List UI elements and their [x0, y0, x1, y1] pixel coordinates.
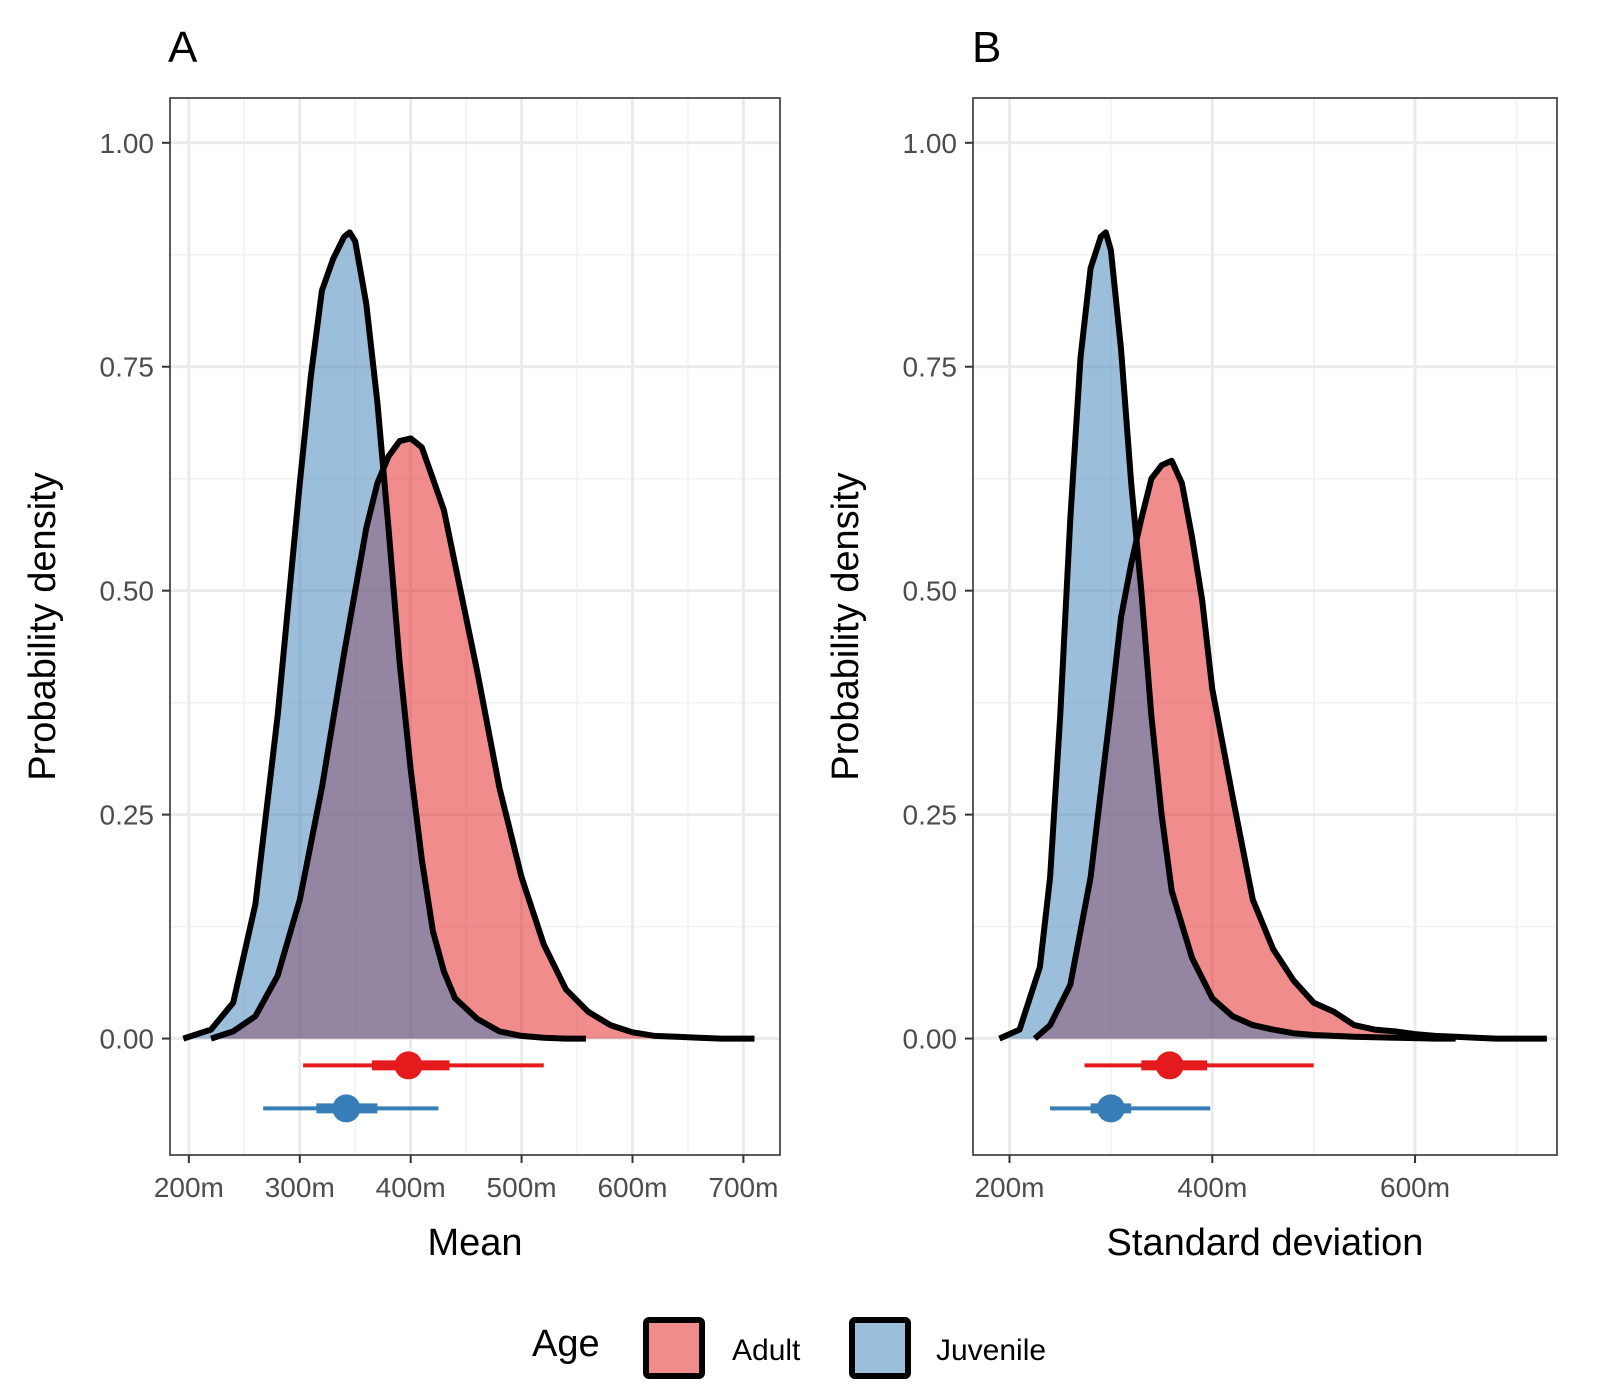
density-fill-juvenile: [999, 232, 1456, 1039]
y-tick-label: 0.75: [903, 352, 958, 383]
interval-point-juvenile: [1096, 1094, 1125, 1123]
x-axis-title: Standard deviation: [1107, 1222, 1424, 1264]
x-tick-label: 200m: [974, 1172, 1044, 1203]
x-tick-label: 300m: [265, 1172, 335, 1203]
y-tick-label: 0.25: [100, 800, 155, 831]
x-tick-label: 400m: [1177, 1172, 1247, 1203]
interval-point-adult: [1155, 1051, 1184, 1080]
panel-tag: A: [168, 23, 198, 72]
density-outline-juvenile: [998, 229, 1456, 1042]
panel-b: 200m 400m 600m 0.00 0.25 0.50 0.75 1.00 Standard…: [825, 23, 1558, 1264]
plot-area: [182, 229, 755, 1042]
x-tick-label: 400m: [376, 1172, 446, 1203]
y-tick-label: 0.00: [903, 1024, 958, 1055]
y-tick-label: 0.75: [100, 352, 155, 383]
y-tick-label: 0.50: [903, 576, 958, 607]
panel-a: 200m 300m 400m 500m 600m 700m 0.00 0.25 0.50 0.75…: [22, 23, 781, 1264]
x-tick-label: 200m: [154, 1172, 224, 1203]
x-tick-label: 700m: [708, 1172, 778, 1203]
density-outline-juvenile: [182, 229, 586, 1042]
density-outline-adult: [210, 435, 755, 1042]
interval-point-adult: [394, 1051, 423, 1080]
legend-swatch-adult: [643, 1317, 705, 1379]
panel-border: [972, 97, 1558, 1156]
interval-point-juvenile: [332, 1094, 361, 1123]
y-axis-title: Probability density: [22, 472, 64, 780]
legend-label-juvenile: Juvenile: [936, 1334, 1046, 1367]
density-fill-juvenile: [183, 232, 586, 1039]
y-tick-label: 1.00: [903, 128, 958, 159]
x-tick-label: 500m: [487, 1172, 557, 1203]
legend: Age Adult Juvenile: [532, 1317, 1046, 1379]
legend-swatch-juvenile: [849, 1317, 911, 1379]
legend-title: Age: [532, 1323, 600, 1365]
panel-tag: B: [972, 23, 1001, 72]
x-axis-title: Mean: [427, 1222, 522, 1264]
y-tick-label: 0.00: [100, 1024, 155, 1055]
legend-label-adult: Adult: [732, 1334, 801, 1367]
y-axis-title: Probability density: [825, 472, 867, 780]
y-tick-label: 1.00: [100, 128, 155, 159]
y-tick-label: 0.50: [100, 576, 155, 607]
plot-area: [998, 229, 1547, 1042]
y-tick-label: 0.25: [903, 800, 958, 831]
x-tick-label: 600m: [597, 1172, 667, 1203]
panel-border: [169, 97, 781, 1156]
x-tick-label: 600m: [1380, 1172, 1450, 1203]
